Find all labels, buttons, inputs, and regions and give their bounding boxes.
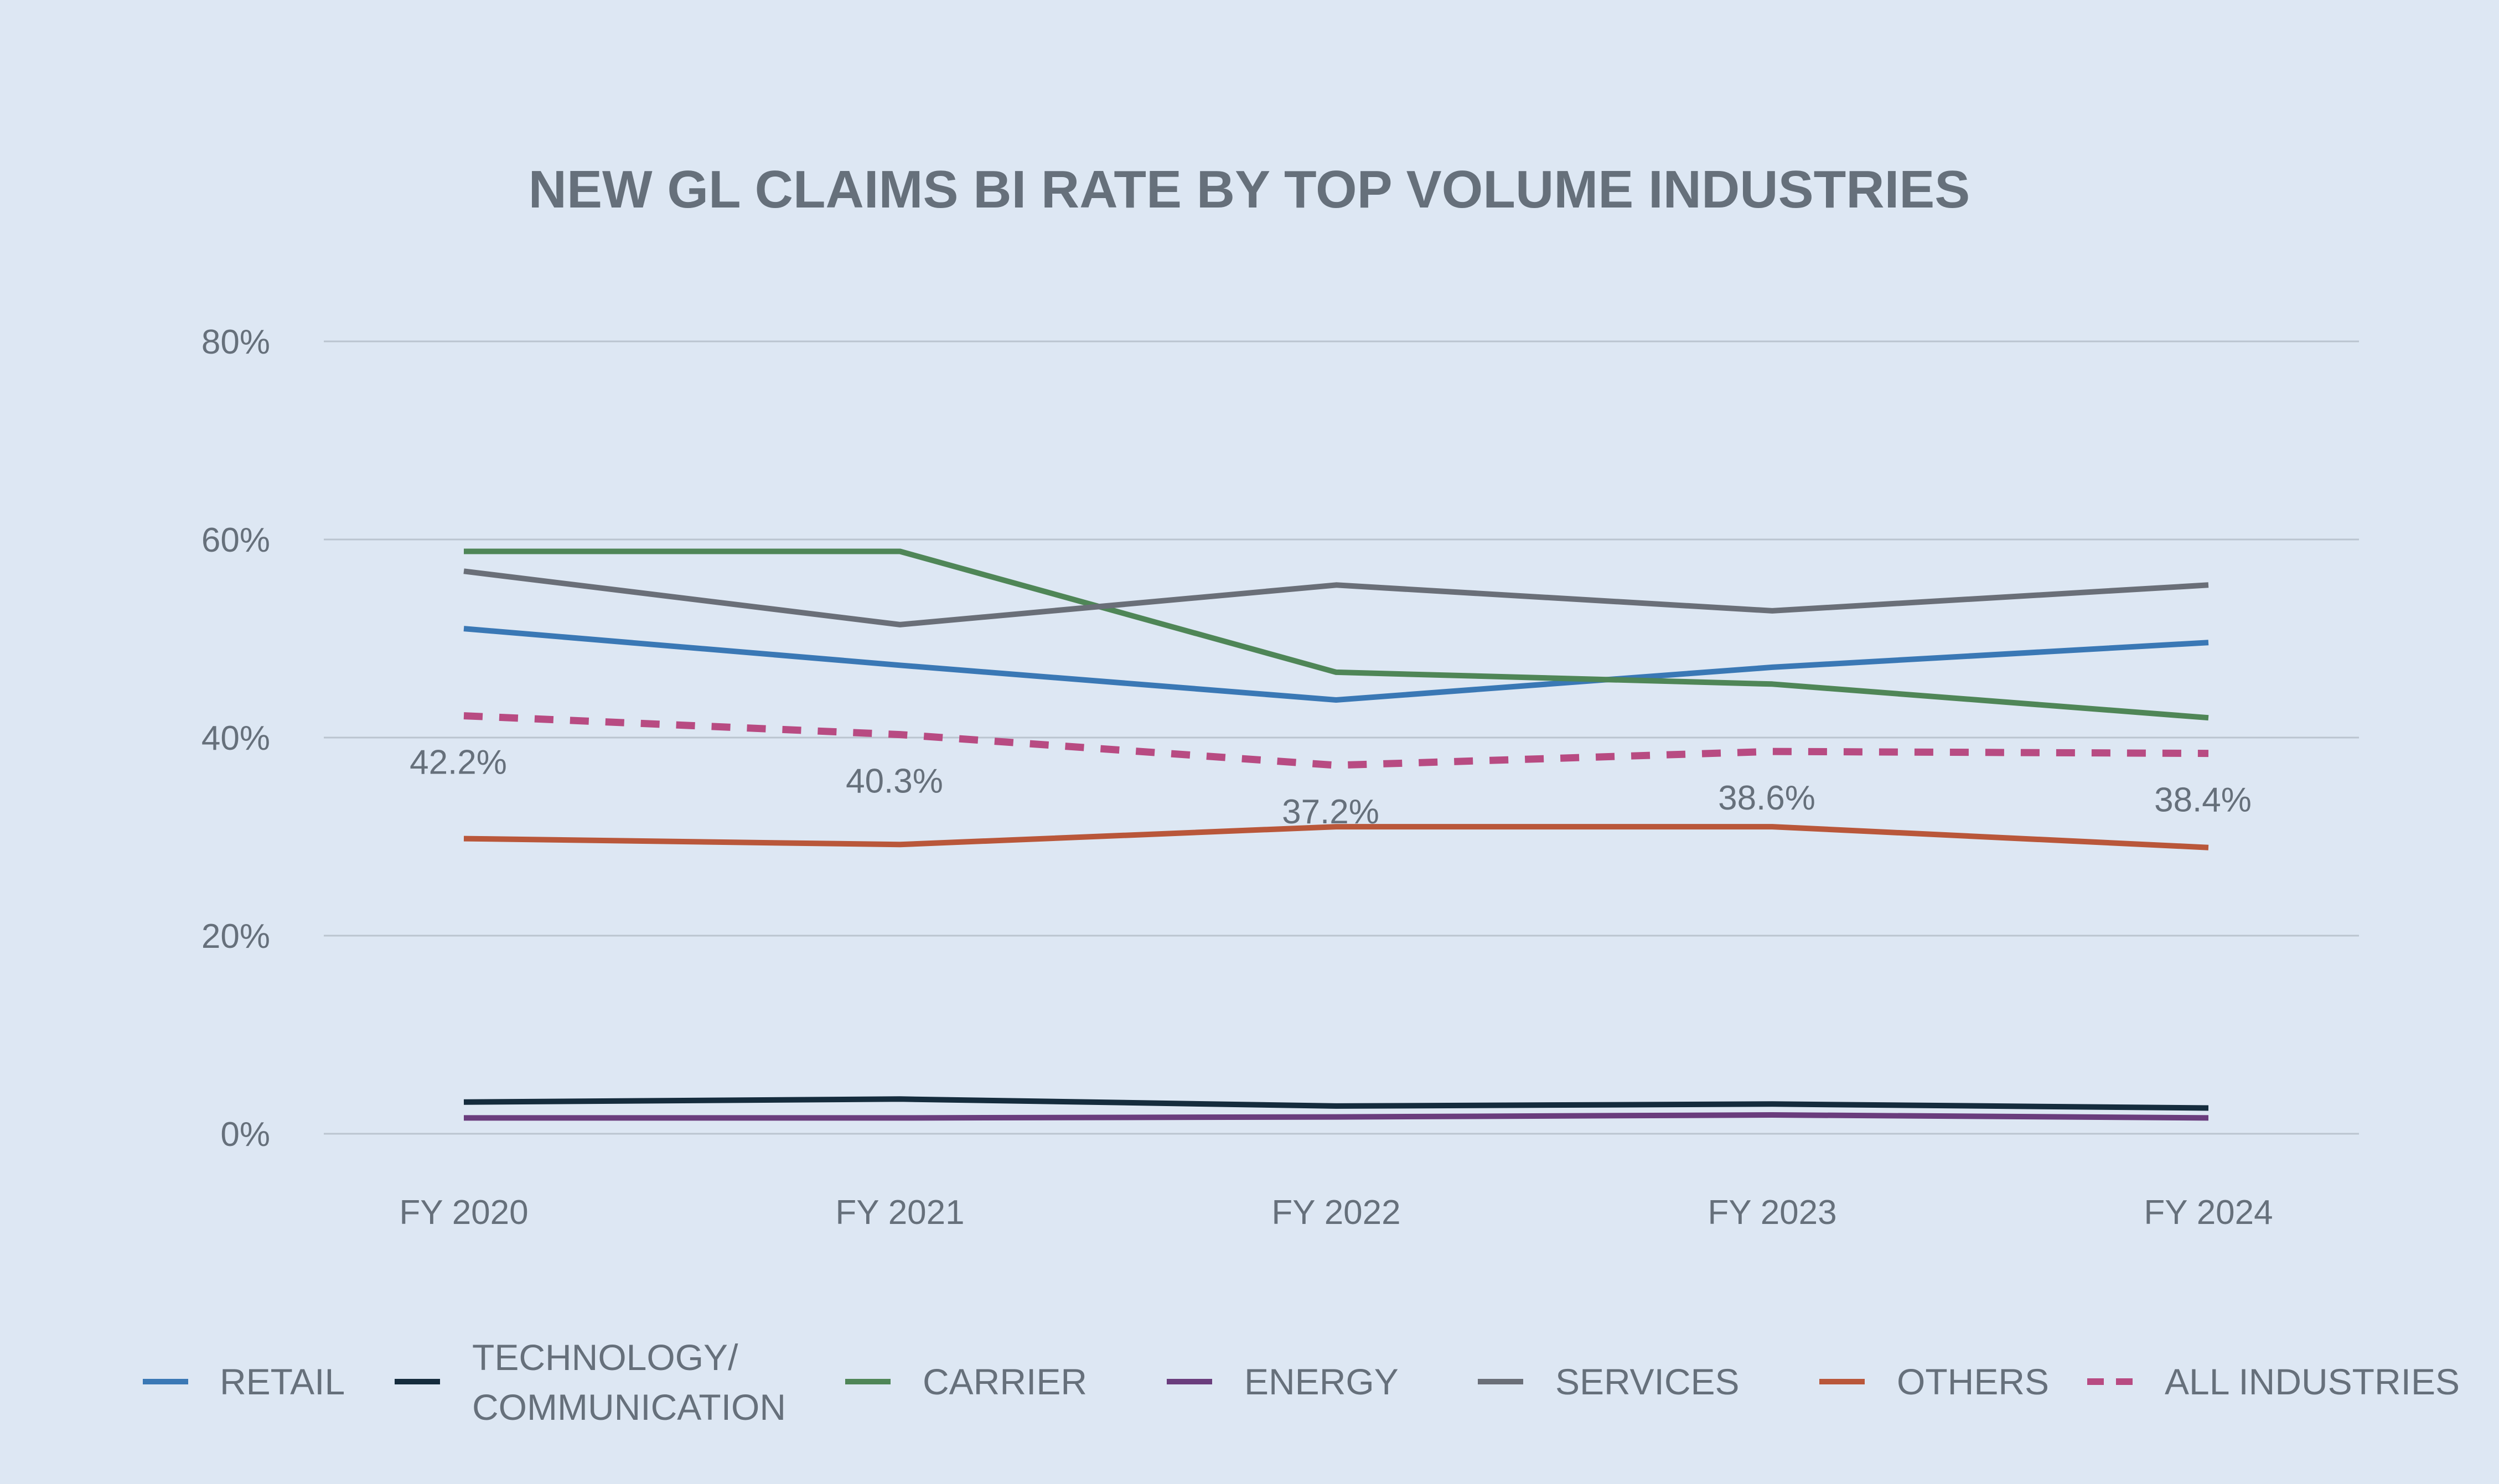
data-label: 40.3% bbox=[846, 762, 943, 801]
series-line-energy bbox=[464, 1112, 2209, 1121]
legend-item: RETAIL bbox=[143, 1361, 345, 1402]
legend: RETAIL TECHNOLOGY/COMMUNICATION CARRIER ENE… bbox=[143, 1337, 2460, 1428]
y-tick-label: 60% bbox=[201, 521, 270, 559]
y-tick-label: 20% bbox=[201, 917, 270, 956]
x-tick-label: FY 2023 bbox=[1708, 1194, 1836, 1232]
legend-label: SERVICES bbox=[1555, 1361, 1740, 1402]
data-label: 38.6% bbox=[1718, 779, 1815, 817]
legend-item: OTHERS bbox=[1819, 1361, 2049, 1402]
legend-item: CARRIER bbox=[845, 1361, 1087, 1402]
y-tick-label: 40% bbox=[201, 719, 270, 757]
y-tick-label: 0% bbox=[220, 1115, 270, 1154]
x-tick-label: FY 2021 bbox=[835, 1194, 964, 1232]
series-line-carrier bbox=[464, 548, 2209, 721]
legend-item: TECHNOLOGY/COMMUNICATION bbox=[395, 1337, 786, 1428]
legend-label: ENERGY bbox=[1244, 1361, 1399, 1402]
legend-label: ALL INDUSTRIES bbox=[2165, 1361, 2460, 1402]
legend-label: TECHNOLOGY/ bbox=[472, 1337, 738, 1378]
x-tick-label: FY 2020 bbox=[399, 1194, 528, 1232]
data-labels: 42.2% 40.3% 37.2% 38.6% 38.4% bbox=[410, 744, 2252, 832]
data-label: 42.2% bbox=[410, 744, 507, 782]
series-line-technology-communication bbox=[463, 1096, 2209, 1111]
series-line-others bbox=[463, 824, 2209, 850]
chart-title: NEW GL CLAIMS BI RATE BY TOP VOLUME INDU… bbox=[529, 160, 1970, 219]
legend-label: CARRIER bbox=[923, 1361, 1087, 1402]
grid-lines bbox=[324, 340, 2359, 1135]
legend-label: COMMUNICATION bbox=[472, 1387, 786, 1428]
series-line-all-industries bbox=[463, 712, 2209, 769]
legend-item: SERVICES bbox=[1478, 1361, 1740, 1402]
legend-item: ALL INDUSTRIES bbox=[2087, 1361, 2460, 1402]
legend-item: ENERGY bbox=[1167, 1361, 1399, 1402]
x-tick-label: FY 2024 bbox=[2144, 1194, 2273, 1232]
data-label: 38.4% bbox=[2154, 781, 2252, 819]
x-tick-label: FY 2022 bbox=[1271, 1194, 1400, 1232]
series-line-services bbox=[463, 568, 2209, 627]
legend-label: OTHERS bbox=[1897, 1361, 2049, 1402]
series-line-retail bbox=[463, 626, 2209, 703]
y-tick-label: 80% bbox=[201, 323, 270, 361]
data-label: 37.2% bbox=[1282, 793, 1379, 831]
y-axis-ticks: 0% 20% 40% 60% 80% bbox=[201, 323, 270, 1154]
series-lines bbox=[463, 548, 2209, 1121]
x-axis-ticks: FY 2020 FY 2021 FY 2022 FY 2023 FY 2024 bbox=[399, 1194, 2273, 1232]
legend-label: RETAIL bbox=[220, 1361, 345, 1402]
